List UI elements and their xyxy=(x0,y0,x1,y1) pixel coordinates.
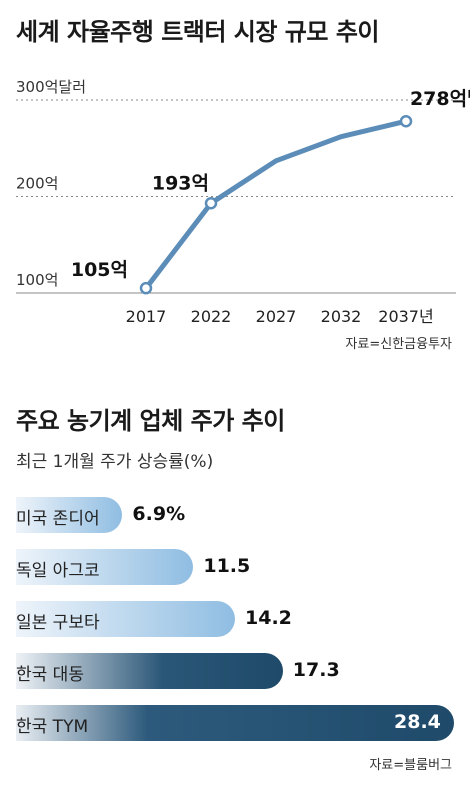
bar-chart-subtitle: 최근 1개월 주가 상승률(%) xyxy=(16,452,214,472)
x-tick-label: 2032 xyxy=(321,307,362,326)
y-tick-label: 200억 xyxy=(16,175,58,193)
line-chart: 100억 200억 300억달러 2017 2022 2027 2032 2037년 105억 1… xyxy=(16,78,470,326)
bar-category-label: 독일 아그코 xyxy=(16,561,100,581)
bar xyxy=(16,705,454,741)
bar xyxy=(16,497,123,533)
data-point xyxy=(399,114,413,128)
data-label: 193억 xyxy=(152,172,209,194)
bar-value-label: 28.4 xyxy=(394,711,441,733)
data-point xyxy=(139,281,153,295)
bar-chart-source: 자료=블룸버그 xyxy=(369,758,452,773)
bar-category-label: 한국 대동 xyxy=(16,665,84,685)
bar-chart-title: 주요 농기계 업체 주가 추이 xyxy=(16,407,285,435)
y-tick-label: 300억달러 xyxy=(16,78,86,96)
bar-value-label: 6.9% xyxy=(132,503,186,525)
bar-category-label: 한국 TYM xyxy=(16,717,89,737)
x-tick-label: 2037년 xyxy=(378,307,433,326)
bar-category-label: 일본 구보타 xyxy=(16,613,100,633)
bar xyxy=(16,601,235,637)
bar-value-label: 17.3 xyxy=(292,659,340,681)
data-point xyxy=(204,197,218,210)
y-tick-label: 100억 xyxy=(16,271,58,289)
series-line xyxy=(143,118,409,291)
bar-value-label: 14.2 xyxy=(245,607,292,629)
line-chart-title: 세계 자율주행 트랙터 시장 규모 추이 xyxy=(16,18,379,46)
x-tick-label: 2017 xyxy=(126,307,167,326)
bar-value-label: 11.5 xyxy=(203,555,251,577)
bar xyxy=(16,549,194,585)
data-label: 278억달러 xyxy=(410,88,470,110)
x-tick-label: 2027 xyxy=(256,307,297,326)
bar xyxy=(16,653,283,689)
x-tick-label: 2022 xyxy=(191,307,232,326)
line-chart-source: 자료=신한금융투자 xyxy=(345,337,452,352)
data-label: 105억 xyxy=(71,259,128,281)
bar-category-label: 미국 존디어 xyxy=(16,509,100,529)
